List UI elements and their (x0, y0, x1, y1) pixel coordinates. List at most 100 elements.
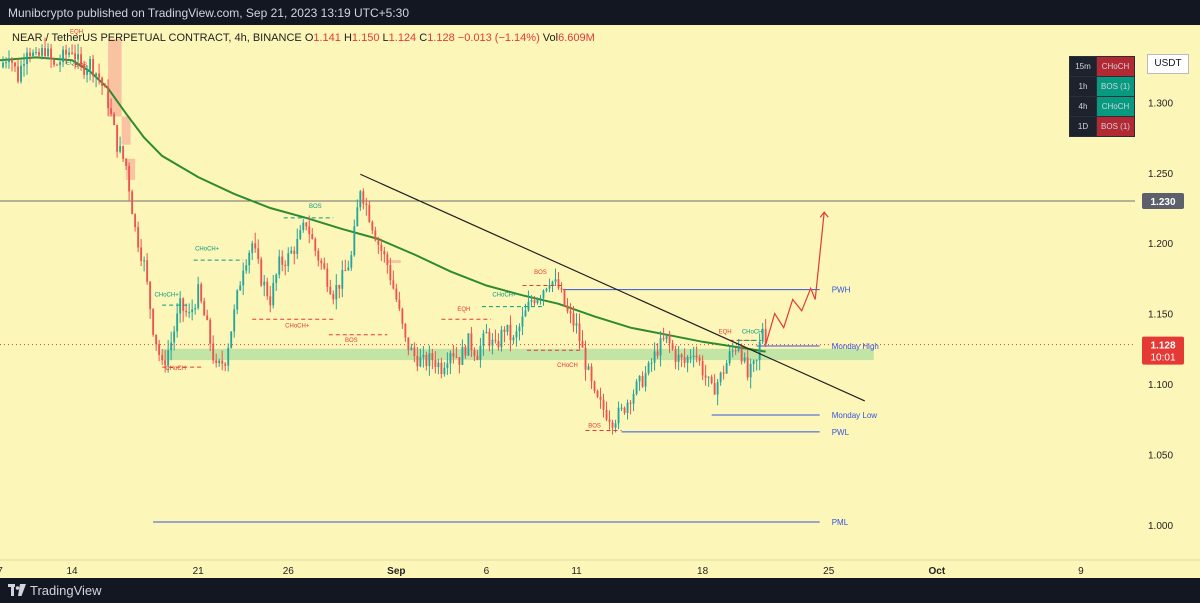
candle-body (239, 285, 242, 291)
supply-block (126, 158, 136, 180)
candle-body (386, 254, 389, 265)
structure-label: EQH (70, 29, 83, 35)
candle-body (617, 407, 620, 424)
last-price-text: 1.128 (1150, 341, 1175, 352)
candle-body (566, 305, 569, 312)
candle-body (683, 357, 686, 363)
price-tick-label: 1.000 (1148, 521, 1173, 532)
candle-body (398, 299, 401, 309)
candle-body (701, 360, 704, 376)
candle-body (530, 300, 533, 302)
candle-body (665, 334, 668, 340)
tradingview-logo[interactable]: TradingView (8, 582, 128, 600)
candle-body (584, 347, 587, 370)
candle-body (473, 350, 476, 356)
mtf-row: 1D BOS (1) (1069, 116, 1135, 137)
candle-body (245, 265, 248, 271)
structure-label: CHoCH (165, 366, 186, 372)
time-tick-label: Sep (387, 566, 405, 577)
candle-body (290, 250, 293, 254)
candle-body (710, 376, 713, 384)
candle-body (395, 288, 398, 300)
candle-body (197, 284, 200, 309)
candle-body (152, 308, 155, 335)
candle-body (35, 51, 37, 53)
candle-body (731, 350, 734, 352)
candle-body (155, 334, 158, 345)
candle-body (329, 286, 332, 294)
candle-body (59, 62, 61, 65)
candle-body (266, 281, 269, 297)
mtf-status: CHoCH (1096, 96, 1135, 117)
candle-body (338, 284, 341, 289)
symbol-title[interactable]: NEAR / TetherUS PERPETUAL CONTRACT, 4h, … (12, 32, 302, 44)
mtf-timeframe: 1h (1069, 76, 1097, 97)
symbol-legend[interactable]: NEAR / TetherUS PERPETUAL CONTRACT, 4h, … (12, 32, 595, 44)
candle-body (572, 313, 575, 326)
candle-body (53, 59, 55, 65)
candle-body (272, 282, 275, 306)
time-tick-label: 25 (823, 566, 835, 577)
currency-button[interactable]: USDT (1147, 54, 1189, 74)
candle-body (674, 349, 677, 362)
candle-body (350, 255, 353, 268)
candle-body (98, 73, 101, 78)
price-tick-label: 1.150 (1148, 310, 1173, 321)
candle-body (86, 69, 89, 75)
candle-body (332, 293, 335, 300)
candle-body (392, 280, 395, 289)
close-value: 1.128 (427, 32, 455, 44)
time-tick-label: 7 (0, 566, 3, 577)
projection-path (765, 212, 825, 345)
mtf-status: BOS (1) (1096, 116, 1135, 137)
low-label: L (382, 32, 389, 44)
structure-label: EQH (457, 307, 470, 313)
price-tick-label: 1.100 (1148, 380, 1173, 391)
change-value: −0.013 (−1.14%) (457, 32, 540, 44)
candle-body (236, 290, 239, 310)
candle-body (23, 64, 25, 66)
candle-body (533, 300, 536, 304)
candle-body (611, 422, 614, 428)
candle-body (503, 329, 506, 332)
candle-body (281, 256, 284, 265)
volume-value: 6.609M (558, 32, 595, 44)
candle-body (449, 353, 452, 364)
candle-body (440, 362, 443, 375)
candle-body (578, 323, 581, 342)
candle-body (359, 191, 362, 208)
candle-body (179, 298, 182, 314)
candle-body (536, 299, 539, 304)
candle-body (173, 331, 176, 343)
chart-area[interactable]: PWH Monday High Monday Low PWL PML EQH EQL BOS… (0, 25, 1200, 578)
candle-body (656, 351, 659, 356)
candle-body (227, 347, 230, 366)
published-text: Munibcrypto published on TradingView.com… (8, 6, 410, 20)
candle-body (752, 360, 755, 365)
candle-body (407, 337, 410, 351)
candle-body (620, 407, 623, 409)
level-label: Monday Low (832, 411, 878, 420)
countdown-text: 10:01 (1150, 353, 1175, 364)
candle-body (17, 66, 19, 82)
trendline (360, 173, 866, 402)
candle-body (602, 399, 605, 410)
candle-body (374, 230, 377, 241)
candle-body (65, 49, 67, 55)
candle-body (485, 331, 488, 334)
candle-body (593, 381, 596, 392)
candle-body (437, 362, 440, 368)
candle-body (293, 250, 296, 254)
candle-body (704, 375, 707, 378)
candle-body (659, 338, 662, 356)
candle-body (569, 311, 572, 314)
candle-body (131, 191, 134, 215)
candle-body (689, 357, 692, 359)
candle-body (647, 362, 650, 374)
candle-body (431, 353, 434, 361)
candle-body (443, 367, 446, 375)
candle-body (671, 343, 674, 350)
candle-body (284, 264, 287, 267)
candle-body (212, 343, 215, 361)
